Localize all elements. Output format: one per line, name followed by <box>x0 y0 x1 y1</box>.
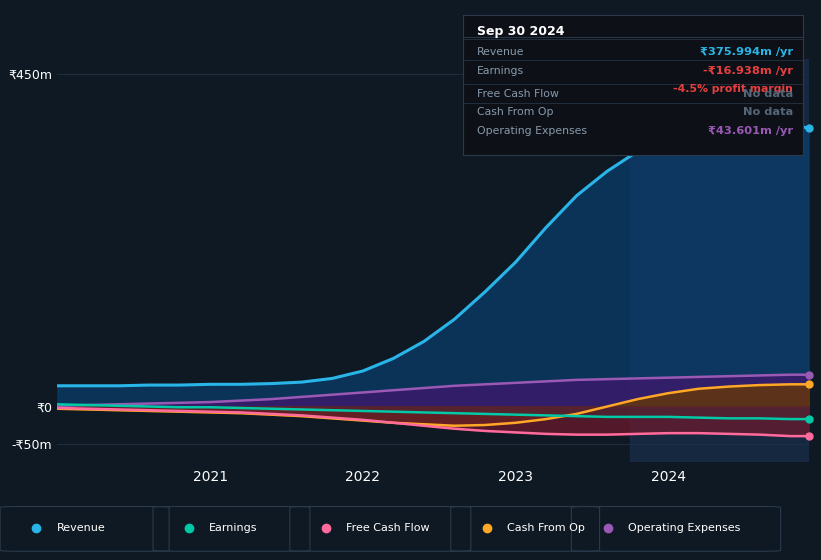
Text: ₹43.601m /yr: ₹43.601m /yr <box>708 125 793 136</box>
Text: Cash From Op: Cash From Op <box>507 524 585 533</box>
Text: Operating Expenses: Operating Expenses <box>628 524 740 533</box>
Text: ₹375.994m /yr: ₹375.994m /yr <box>699 47 793 57</box>
Text: Earnings: Earnings <box>477 66 524 76</box>
Text: -4.5% profit margin: -4.5% profit margin <box>673 84 793 94</box>
Text: Earnings: Earnings <box>209 524 258 533</box>
Text: Revenue: Revenue <box>477 47 524 57</box>
Text: Operating Expenses: Operating Expenses <box>477 125 586 136</box>
Text: Cash From Op: Cash From Op <box>477 108 553 117</box>
Text: Sep 30 2024: Sep 30 2024 <box>477 25 564 38</box>
Text: -₹16.938m /yr: -₹16.938m /yr <box>703 66 793 76</box>
Text: No data: No data <box>742 89 793 99</box>
Text: Free Cash Flow: Free Cash Flow <box>346 524 429 533</box>
Text: Revenue: Revenue <box>57 524 105 533</box>
Bar <box>630 59 809 462</box>
Text: No data: No data <box>742 108 793 117</box>
Text: Free Cash Flow: Free Cash Flow <box>477 89 558 99</box>
